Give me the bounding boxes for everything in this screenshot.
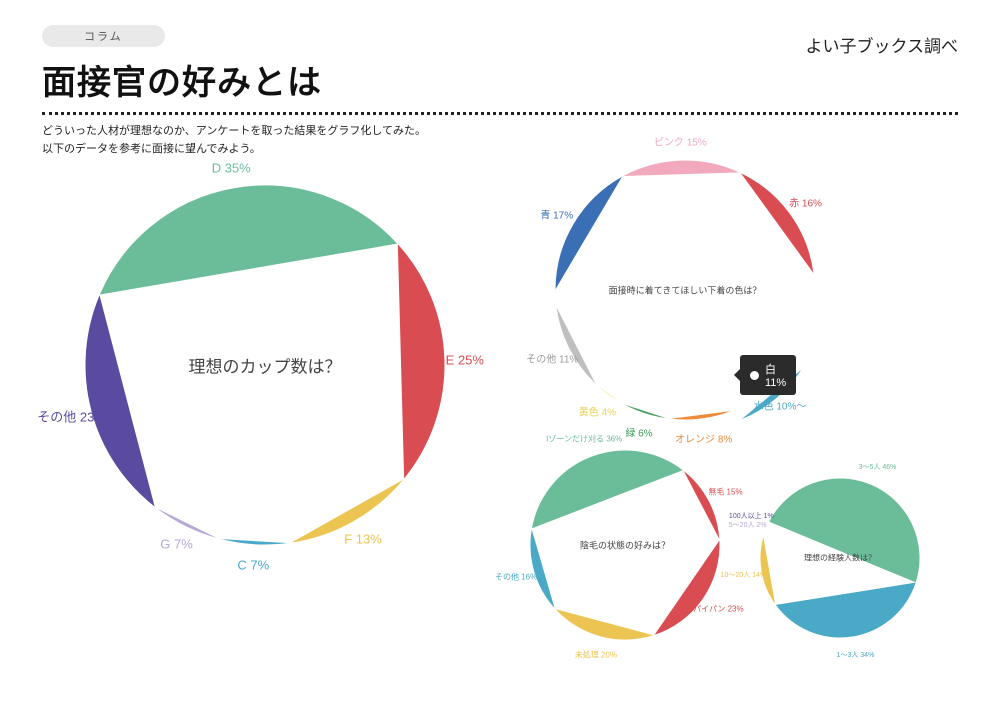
- slice-label: E 25%: [446, 352, 484, 367]
- slice-label: 5〜20人 2%: [729, 520, 767, 530]
- donut-center-label: 理想のカップ数は？: [189, 353, 342, 378]
- donut-slice[interactable]: [556, 306, 596, 384]
- header-block: コラム 面接官の好みとは どういった人材が理想なのか、アンケートを取った結果をグ…: [42, 25, 958, 158]
- donut-slice[interactable]: [596, 385, 622, 404]
- slice-label: 3〜5人 46%: [859, 462, 897, 472]
- donut-slice[interactable]: [767, 522, 769, 527]
- slice-label: その他 11%: [526, 350, 578, 365]
- slice-label: Iゾーンだけ刈る 36%: [546, 434, 622, 445]
- donut-slice[interactable]: [155, 507, 219, 539]
- intro-line-2: 以下のデータを参考に面接に望んでみよう。: [42, 143, 261, 155]
- donut-center-label: 面接時に着てきてほしい下着の色は？: [609, 284, 762, 297]
- slice-label: 10〜20人 14%: [721, 570, 767, 580]
- slice-label: 未処理 20%: [575, 649, 617, 660]
- slice-label: パイパン 23%: [693, 604, 743, 615]
- slice-label: その他 23%: [37, 406, 106, 425]
- donut-center-label: 理想の経験人数は？: [804, 553, 876, 564]
- slice-label: 赤 16%: [789, 195, 822, 210]
- donut-slice[interactable]: [530, 529, 555, 610]
- donut-slice[interactable]: [555, 609, 654, 640]
- slice-label: G 7%: [160, 537, 193, 552]
- chart-tooltip: 白11%: [740, 355, 796, 395]
- donut-cup: D 35%E 25%F 13%C 7%G 7%その他 23%理想のカップ数は？: [85, 185, 445, 545]
- donut-slice[interactable]: [398, 243, 445, 479]
- tooltip-text: 白11%: [765, 361, 786, 389]
- donut-slice[interactable]: [654, 540, 720, 636]
- donut-slice[interactable]: [622, 160, 740, 176]
- slice-label: 黄色 4%: [579, 403, 616, 418]
- donut-slice[interactable]: [531, 450, 683, 529]
- slice-label: オレンジ 8%: [675, 430, 732, 445]
- slice-label: 水色 10%〜: [754, 397, 807, 412]
- donut-slice[interactable]: [555, 176, 622, 290]
- donut-slice[interactable]: [740, 172, 814, 273]
- donut-slice[interactable]: [683, 470, 720, 540]
- slice-label: 青 17%: [540, 207, 573, 222]
- intro-line-1: どういった人材が理想なのか、アンケートを取った結果をグラフ化してみた。: [42, 125, 426, 137]
- slice-label: 100人以上 1%: [729, 511, 774, 521]
- donut-slice[interactable]: [769, 478, 920, 583]
- donut-slice[interactable]: [669, 411, 733, 420]
- slice-label: D 35%: [212, 160, 251, 175]
- column-pill: コラム: [42, 25, 165, 47]
- slice-label: C 7%: [237, 557, 269, 572]
- divider-dotted: [42, 112, 958, 115]
- slice-label: 1〜3人 34%: [837, 650, 875, 660]
- slice-label: その他 16%: [495, 571, 537, 582]
- page-title: 面接官の好みとは: [42, 55, 958, 104]
- donut-slice[interactable]: [85, 295, 155, 508]
- donut-slice[interactable]: [99, 185, 397, 295]
- donut-center-label: 陰毛の状態の好みは？: [580, 539, 670, 552]
- slice-label: 無毛 15%: [708, 487, 742, 498]
- donut-slice[interactable]: [795, 274, 815, 360]
- donut-slice[interactable]: [775, 583, 916, 638]
- donut-exp_pref: 5〜20人 2%100人以上 1%3〜5人 46%1〜3人 34%10〜20人 …: [760, 478, 920, 638]
- donut-hair_pref: Iゾーンだけ刈る 36%無毛 15%パイパン 23%未処理 20%その他 16%…: [530, 450, 720, 640]
- slice-label: 緑 6%: [625, 424, 652, 439]
- slice-label: ピンク 15%: [654, 134, 707, 149]
- slice-label: F 13%: [344, 532, 382, 547]
- donut-slice[interactable]: [219, 539, 290, 545]
- donut-slice[interactable]: [622, 404, 668, 419]
- intro-text: どういった人材が理想なのか、アンケートを取った結果をグラフ化してみた。 以下のデ…: [42, 123, 958, 158]
- tooltip-swatch: [750, 371, 759, 380]
